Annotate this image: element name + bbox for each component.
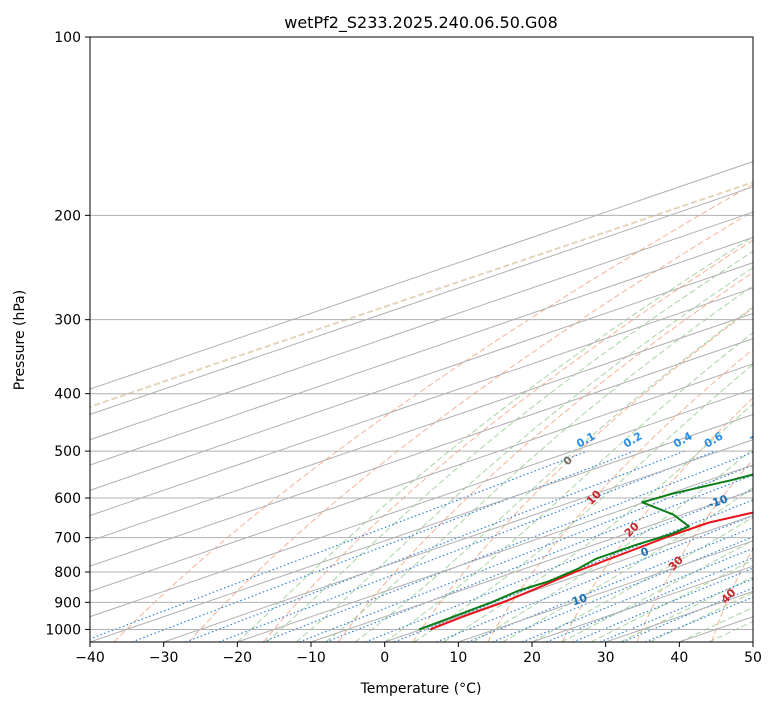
y-tick-label: 800 bbox=[54, 565, 81, 581]
x-tick-label: 0 bbox=[380, 650, 389, 666]
mixing-ratio-line bbox=[298, 464, 753, 642]
isotherm-line bbox=[310, 489, 753, 642]
mixing-ratio-line bbox=[218, 450, 716, 642]
x-tick-label: −40 bbox=[75, 650, 105, 666]
x-tick-label: 40 bbox=[670, 650, 688, 666]
y-tick-label: 300 bbox=[54, 313, 81, 329]
dry-adiabat-line bbox=[487, 348, 753, 642]
mixing-ratio-line bbox=[185, 450, 685, 642]
y-axis-label: Pressure (hPa) bbox=[12, 290, 28, 390]
mixing-ratio-line bbox=[622, 587, 753, 642]
x-tick-label: −10 bbox=[296, 650, 326, 666]
moist-adiabat-line bbox=[325, 285, 753, 642]
moist-adiabat-line bbox=[620, 576, 753, 642]
isotherm-line bbox=[90, 262, 753, 491]
moist-adiabat-line bbox=[384, 332, 753, 642]
isotherm-line bbox=[90, 312, 753, 542]
temperature-line bbox=[429, 511, 753, 631]
isotherm-line bbox=[90, 338, 753, 567]
mixing-ratio-line bbox=[90, 450, 588, 640]
moist-adiabat-line bbox=[502, 487, 753, 642]
data-lines bbox=[418, 473, 753, 631]
isotherm-line bbox=[90, 236, 753, 466]
y-tick-label: 900 bbox=[54, 595, 81, 611]
isotherm-line bbox=[90, 287, 753, 517]
isotherm-line bbox=[90, 363, 753, 592]
moist-adiabat-line bbox=[590, 559, 753, 642]
x-tick-label: −20 bbox=[223, 650, 253, 666]
y-tick-label: 100 bbox=[54, 30, 81, 46]
y-tick-label: 600 bbox=[54, 491, 81, 507]
x-tick-label: 20 bbox=[523, 650, 541, 666]
mixing-ratio-line bbox=[365, 488, 753, 642]
dry-adiabat-line bbox=[561, 397, 753, 642]
moist-adiabat-line bbox=[561, 539, 753, 642]
x-axis-label: Temperature (°C) bbox=[360, 681, 482, 697]
isotherm-line bbox=[90, 413, 753, 642]
isotherm-label: -10 bbox=[706, 492, 729, 511]
x-tick-label: 50 bbox=[744, 650, 762, 666]
moist-adiabat-line bbox=[266, 250, 753, 642]
isotherm-line bbox=[90, 211, 753, 441]
moist-adiabat-line bbox=[472, 447, 753, 642]
isotherm-label: 10 bbox=[570, 591, 589, 608]
isotherm-line bbox=[237, 464, 753, 642]
isotherm-label: 0 bbox=[639, 545, 651, 560]
chart-title: wetPf2_S233.2025.240.06.50.G08 bbox=[284, 13, 558, 33]
y-tick-label: 1000 bbox=[45, 622, 81, 638]
isotherm-line bbox=[384, 515, 753, 642]
y-tick-label: 700 bbox=[54, 531, 81, 547]
mixing-ratio-line bbox=[325, 474, 753, 642]
x-tick-label: 10 bbox=[449, 650, 467, 666]
mixing-ratio-label: 1 bbox=[748, 433, 761, 448]
moist-adiabat-line bbox=[354, 306, 753, 642]
dry-adiabat-line bbox=[263, 239, 753, 642]
mixing-ratio-line bbox=[644, 596, 753, 642]
dry-adiabat-line bbox=[636, 458, 753, 642]
dry-adiabat-line bbox=[337, 271, 753, 642]
isotherm-line bbox=[90, 388, 753, 618]
background-lines bbox=[90, 37, 753, 642]
dewpoint-line bbox=[418, 473, 753, 631]
isotherm-line bbox=[90, 186, 753, 415]
y-tick-label: 500 bbox=[54, 444, 81, 460]
x-tick-label: −30 bbox=[149, 650, 179, 666]
moist-adiabat-line bbox=[236, 236, 753, 642]
dry-adiabat-line bbox=[113, 183, 753, 642]
dry-adiabat-line bbox=[188, 210, 753, 642]
isotherm-line bbox=[163, 439, 753, 642]
y-tick-label: 400 bbox=[54, 387, 81, 403]
x-tick-label: 30 bbox=[597, 650, 615, 666]
mixing-ratio-line bbox=[262, 451, 753, 642]
axes: −40 −30 −20 −10 0 10 20 30 40 5010020030040050060… bbox=[45, 30, 762, 666]
isotherm-line bbox=[458, 540, 753, 642]
plot-frame bbox=[89, 36, 754, 643]
isotherm-line bbox=[90, 161, 753, 390]
y-tick-label: 200 bbox=[54, 208, 81, 224]
